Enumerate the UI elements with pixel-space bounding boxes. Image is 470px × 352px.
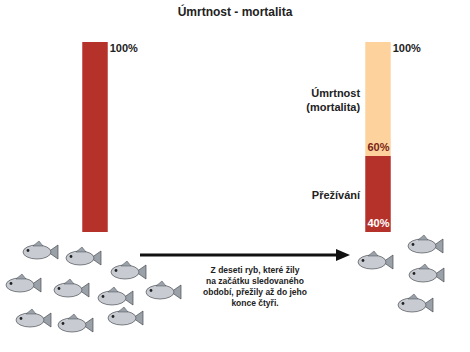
svg-text:40%: 40% [367, 217, 389, 229]
svg-text:100%: 100% [110, 42, 138, 54]
html-text:Úmrtnost - mortalita: Úmrtnost - mortalita [177, 5, 293, 19]
svg-text:60%: 60% [367, 141, 389, 153]
svg-text:Úmrtnost(mortalita): Úmrtnost(mortalita) [306, 87, 360, 113]
svg-text:Přežívání: Přežívání [312, 189, 361, 201]
svg-text:Z deseti ryb, které žilyna zač: Z deseti ryb, které žilyna začátku sledo… [203, 265, 307, 308]
svg-text:100%: 100% [393, 42, 421, 54]
